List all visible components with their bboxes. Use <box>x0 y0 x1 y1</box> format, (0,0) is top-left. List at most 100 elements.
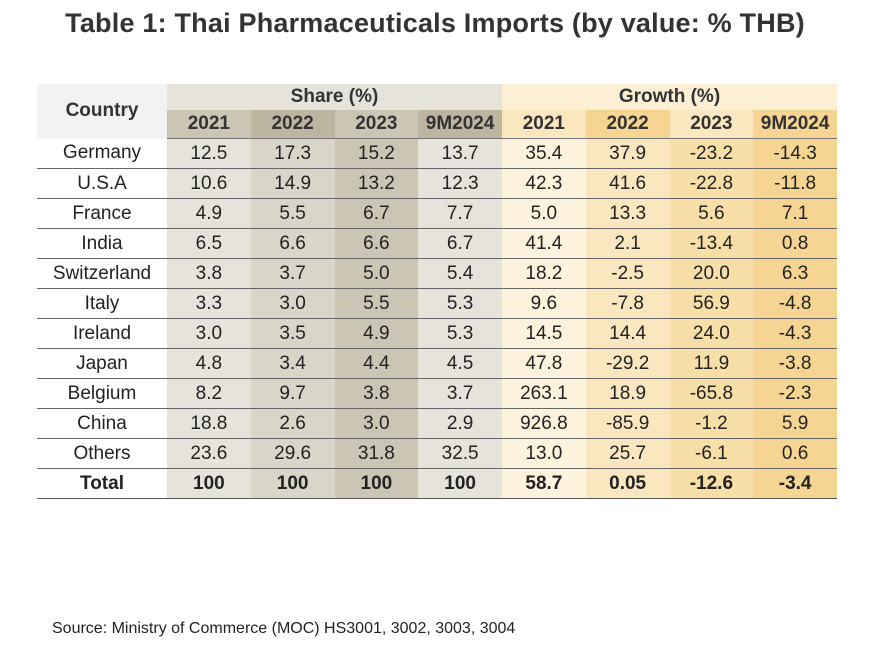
share-cell: 10.6 <box>167 168 251 199</box>
share-cell: 4.4 <box>334 348 419 379</box>
country-cell: France <box>37 198 167 229</box>
growth-cell: -65.8 <box>669 378 754 409</box>
growth-year-header: 2021 <box>502 110 586 139</box>
growth-cell: -29.2 <box>585 348 670 379</box>
growth-cell: 5.9 <box>753 408 837 439</box>
share-year-header: 2021 <box>167 110 251 139</box>
growth-cell: -11.8 <box>753 168 837 199</box>
growth-cell: 0.05 <box>585 468 670 499</box>
growth-cell: -85.9 <box>585 408 670 439</box>
growth-cell: 9.6 <box>502 288 586 319</box>
growth-year-header: 9M2024 <box>753 110 837 139</box>
share-cell: 12.3 <box>418 168 502 199</box>
growth-cell: 6.3 <box>753 258 837 289</box>
share-cell: 3.0 <box>167 318 251 349</box>
group-header-row: Country Share (%) Growth (%) <box>37 84 837 139</box>
table-row: Ireland 3.0 3.5 4.9 5.3 14.5 14.4 24.0 -4.3 <box>37 318 837 349</box>
table-row: Japan 4.8 3.4 4.4 4.5 47.8 -29.2 11.9 -3.8 <box>37 348 837 379</box>
page-title: Table 1: Thai Pharmaceuticals Imports (b… <box>65 8 805 38</box>
share-cell: 100 <box>334 468 419 499</box>
share-year-header: 2022 <box>250 110 335 139</box>
share-cell: 17.3 <box>250 138 335 169</box>
share-cell: 6.6 <box>334 228 419 259</box>
country-cell: Total <box>37 468 167 499</box>
share-cell: 9.7 <box>250 378 335 409</box>
growth-cell: 58.7 <box>502 468 586 499</box>
growth-cell: 41.4 <box>502 228 586 259</box>
share-cell: 4.9 <box>167 198 251 229</box>
share-cell: 100 <box>167 468 251 499</box>
table-row: Switzerland 3.8 3.7 5.0 5.4 18.2 -2.5 20.0 6.3 <box>37 258 837 289</box>
share-cell: 6.5 <box>167 228 251 259</box>
share-cell: 5.4 <box>418 258 502 289</box>
share-year-header: 9M2024 <box>418 110 502 139</box>
growth-cell: -4.3 <box>753 318 837 349</box>
share-cell: 2.9 <box>418 408 502 439</box>
growth-cell: 56.9 <box>669 288 754 319</box>
growth-cell: 926.8 <box>502 408 586 439</box>
growth-year-header: 2023 <box>669 110 754 139</box>
growth-cell: -23.2 <box>669 138 754 169</box>
share-cell: 15.2 <box>334 138 419 169</box>
growth-cell: 14.4 <box>585 318 670 349</box>
table-row: Others 23.6 29.6 31.8 32.5 13.0 25.7 -6.1 0.6 <box>37 438 837 469</box>
growth-cell: -3.4 <box>753 468 837 499</box>
growth-cell: 5.0 <box>502 198 586 229</box>
share-cell: 4.8 <box>167 348 251 379</box>
country-cell: China <box>37 408 167 439</box>
share-cell: 4.9 <box>334 318 419 349</box>
table-row: U.S.A 10.6 14.9 13.2 12.3 42.3 41.6 -22.8 -11.8 <box>37 168 837 199</box>
growth-cell: 0.6 <box>753 438 837 469</box>
share-cell: 32.5 <box>418 438 502 469</box>
share-header: Share (%) <box>167 84 502 110</box>
share-cell: 3.3 <box>167 288 251 319</box>
imports-table: Country Share (%) Growth (%) 2021 2022 2… <box>37 84 837 499</box>
share-cell: 3.0 <box>334 408 419 439</box>
share-cell: 3.8 <box>167 258 251 289</box>
growth-cell: 47.8 <box>502 348 586 379</box>
share-cell: 5.0 <box>334 258 419 289</box>
table-row: India 6.5 6.6 6.6 6.7 41.4 2.1 -13.4 0.8 <box>37 228 837 259</box>
source-note: Source: Ministry of Commerce (MOC) HS300… <box>52 620 516 637</box>
share-cell: 3.7 <box>418 378 502 409</box>
growth-cell: 5.6 <box>669 198 754 229</box>
total-row: Total 100 100 100 100 58.7 0.05 -12.6 -3.4 <box>37 468 837 499</box>
country-cell: Belgium <box>37 378 167 409</box>
share-cell: 31.8 <box>334 438 419 469</box>
country-cell: Others <box>37 438 167 469</box>
share-cell: 5.3 <box>418 288 502 319</box>
growth-cell: 18.2 <box>502 258 586 289</box>
share-cell: 8.2 <box>167 378 251 409</box>
share-cell: 100 <box>250 468 335 499</box>
growth-cell: -12.6 <box>669 468 754 499</box>
growth-cell: -2.3 <box>753 378 837 409</box>
table-row: Belgium 8.2 9.7 3.8 3.7 263.1 18.9 -65.8 -2.3 <box>37 378 837 409</box>
country-cell: Japan <box>37 348 167 379</box>
share-cell: 3.8 <box>334 378 419 409</box>
table-row: Germany 12.5 17.3 15.2 13.7 35.4 37.9 -23.2 -14.… <box>37 138 837 169</box>
share-cell: 7.7 <box>418 198 502 229</box>
year-header-row: 2021 2022 2023 9M2024 2021 2022 2023 9M2… <box>37 110 837 139</box>
share-cell: 14.9 <box>250 168 335 199</box>
growth-cell: -2.5 <box>585 258 670 289</box>
growth-cell: -6.1 <box>669 438 754 469</box>
growth-cell: 0.8 <box>753 228 837 259</box>
growth-cell: 13.3 <box>585 198 670 229</box>
share-cell: 6.7 <box>334 198 419 229</box>
table-row: China 18.8 2.6 3.0 2.9 926.8 -85.9 -1.2 5.9 <box>37 408 837 439</box>
growth-header: Growth (%) <box>502 84 837 110</box>
share-cell: 13.7 <box>418 138 502 169</box>
share-cell: 4.5 <box>418 348 502 379</box>
growth-year-header: 2022 <box>585 110 670 139</box>
share-cell: 18.8 <box>167 408 251 439</box>
country-cell: U.S.A <box>37 168 167 199</box>
share-year-header: 2023 <box>334 110 419 139</box>
share-cell: 3.7 <box>250 258 335 289</box>
table-row: France 4.9 5.5 6.7 7.7 5.0 13.3 5.6 7.1 <box>37 198 837 229</box>
share-cell: 29.6 <box>250 438 335 469</box>
share-cell: 3.0 <box>250 288 335 319</box>
share-cell: 2.6 <box>250 408 335 439</box>
country-header: Country <box>37 84 167 139</box>
growth-cell: -4.8 <box>753 288 837 319</box>
growth-cell: 20.0 <box>669 258 754 289</box>
